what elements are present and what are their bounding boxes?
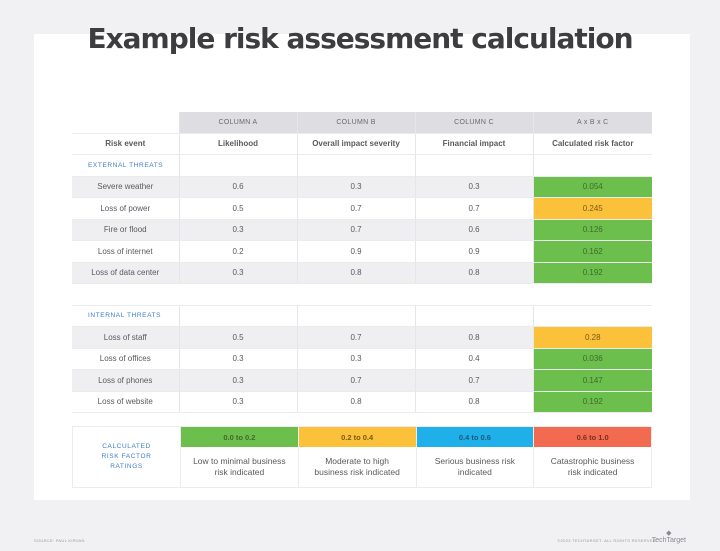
financial-impact-value: 0.9 (415, 240, 534, 263)
column-header: Overall impact severity (297, 133, 416, 155)
column-header: Financial impact (415, 133, 534, 155)
impact-severity-value: 0.7 (297, 197, 416, 220)
table-row: Loss of power 0.5 0.7 0.7 0.245 (72, 197, 652, 220)
legend-title: CALCULATED RISK FACTOR RATINGS (73, 427, 181, 487)
likelihood-value: 0.3 (179, 391, 298, 413)
column-header: Calculated risk factor (533, 133, 652, 155)
risk-factor-value: 0.28 (533, 326, 652, 349)
section-label: INTERNAL THREATS (72, 305, 180, 327)
risk-factor-value: 0.126 (533, 219, 652, 241)
risk-factor-value: 0.192 (533, 391, 652, 413)
legend-description: Serious business risk indicated (434, 456, 516, 477)
legend-description: Low to minimal business risk indicated (193, 456, 286, 477)
table-row: Fire or flood 0.3 0.7 0.6 0.126 (72, 219, 652, 241)
page-title: Example risk assessment calculation (87, 22, 633, 55)
likelihood-value: 0.3 (179, 369, 298, 392)
table-row: Loss of staff 0.5 0.7 0.8 0.28 (72, 326, 652, 349)
financial-impact-value: 0.7 (415, 197, 534, 220)
risk-factor-value: 0.245 (533, 197, 652, 220)
risk-factor-value: 0.147 (533, 369, 652, 392)
financial-impact-value: 0.6 (415, 219, 534, 241)
financial-impact-value: 0.8 (415, 326, 534, 349)
impact-severity-value: 0.3 (297, 348, 416, 370)
financial-impact-value: 0.8 (415, 262, 534, 284)
header-row: Risk event Likelihood Overall impact sever… (72, 133, 652, 155)
risk-event: Loss of phones (72, 369, 180, 392)
legend-description: Catastrophic business risk indicated (550, 456, 635, 477)
table-row: Loss of offices 0.3 0.3 0.4 0.036 (72, 348, 652, 370)
legend-item-moderate: 0.2 to 0.4 Moderate to high business ris… (298, 427, 417, 487)
legend-range: 0.4 to 0.6 (416, 427, 534, 447)
column-header: Likelihood (179, 133, 298, 155)
likelihood-value: 0.3 (179, 219, 298, 241)
risk-event: Severe weather (72, 176, 180, 198)
table-row: Severe weather 0.6 0.3 0.3 0.054 (72, 176, 652, 198)
section-label: EXTERNAL THREATS (72, 154, 180, 177)
legend-range: 0.2 to 0.4 (298, 427, 416, 447)
likelihood-value: 0.5 (179, 197, 298, 220)
risk-event: Loss of offices (72, 348, 180, 370)
risk-factor-value: 0.054 (533, 176, 652, 198)
likelihood-value: 0.5 (179, 326, 298, 349)
legend-description: Moderate to high business risk indicated (314, 456, 400, 477)
risk-factor-value: 0.036 (533, 348, 652, 370)
likelihood-value: 0.3 (179, 262, 298, 284)
risk-factor-value: 0.162 (533, 240, 652, 263)
risk-event: Fire or flood (72, 219, 180, 241)
section-header-row: EXTERNAL THREATS (72, 154, 652, 177)
column-group-header: COLUMN A (179, 112, 298, 134)
table-row: Loss of internet 0.2 0.9 0.9 0.162 (72, 240, 652, 263)
column-group-header (72, 112, 180, 134)
financial-impact-value: 0.8 (415, 391, 534, 413)
risk-event: Loss of website (72, 391, 180, 413)
impact-severity-value: 0.3 (297, 176, 416, 198)
table-row: Loss of data center 0.3 0.8 0.8 0.192 (72, 262, 652, 284)
risk-rating-legend: CALCULATED RISK FACTOR RATINGS 0.0 to 0.… (72, 426, 652, 488)
source-credit: SOURCE: PAUL KIRVAN (34, 538, 85, 543)
likelihood-value: 0.3 (179, 348, 298, 370)
impact-severity-value: 0.7 (297, 219, 416, 241)
impact-severity-value: 0.7 (297, 326, 416, 349)
legend-range: 0.6 to 1.0 (534, 427, 651, 447)
legend-item-low: 0.0 to 0.2 Low to minimal business risk … (181, 427, 299, 487)
table-row: Loss of phones 0.3 0.7 0.7 0.147 (72, 369, 652, 392)
column-group-header: A x B x C (533, 112, 652, 134)
risk-event: Loss of power (72, 197, 180, 220)
impact-severity-value: 0.8 (297, 391, 416, 413)
risk-event: Loss of internet (72, 240, 180, 263)
table-row: Loss of website 0.3 0.8 0.8 0.192 (72, 391, 652, 413)
column-header: Risk event (72, 133, 180, 155)
risk-event: Loss of staff (72, 326, 180, 349)
column-group-header: COLUMN C (415, 112, 534, 134)
impact-severity-value: 0.7 (297, 369, 416, 392)
likelihood-value: 0.2 (179, 240, 298, 263)
legend-item-serious: 0.4 to 0.6 Serious business risk indicat… (416, 427, 535, 487)
financial-impact-value: 0.4 (415, 348, 534, 370)
techtarget-logo: ◆ TechTarget (651, 530, 686, 544)
legend-range: 0.0 to 0.2 (181, 427, 298, 447)
copyright-notice: ©2023 TECHTARGET. ALL RIGHTS RESERVED (557, 538, 656, 543)
column-group-header: COLUMN B (297, 112, 416, 134)
risk-factor-value: 0.192 (533, 262, 652, 284)
financial-impact-value: 0.3 (415, 176, 534, 198)
likelihood-value: 0.6 (179, 176, 298, 198)
impact-severity-value: 0.9 (297, 240, 416, 263)
impact-severity-value: 0.8 (297, 262, 416, 284)
financial-impact-value: 0.7 (415, 369, 534, 392)
section-header-row: INTERNAL THREATS (72, 305, 652, 327)
risk-event: Loss of data center (72, 262, 180, 284)
legend-item-catastrophic: 0.6 to 1.0 Catastrophic business risk in… (534, 427, 651, 487)
section-gap (72, 283, 652, 306)
logo-icon: ◆ (666, 530, 672, 537)
